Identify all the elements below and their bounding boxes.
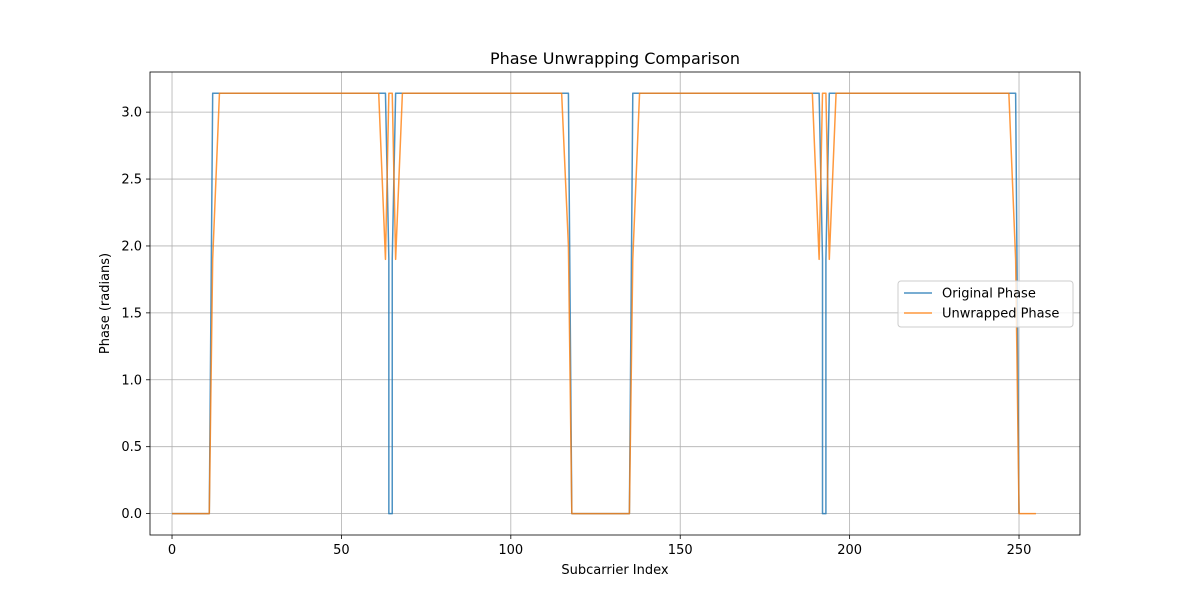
legend-label: Unwrapped Phase bbox=[942, 307, 1059, 322]
legend-box bbox=[897, 280, 1074, 328]
legend-label: Original Phase bbox=[942, 287, 1036, 302]
y-axis-label: Phase (radians) bbox=[98, 253, 113, 354]
y-tick-label: 0.5 bbox=[121, 440, 142, 455]
x-tick-label: 0 bbox=[168, 543, 176, 558]
y-tick-label: 2.0 bbox=[121, 239, 142, 254]
x-tick-label: 50 bbox=[333, 543, 350, 558]
y-tick-label: 1.5 bbox=[121, 306, 142, 321]
series-layer bbox=[172, 92, 1036, 515]
y-tick-label: 0.0 bbox=[121, 507, 142, 522]
legend: Original Phase Unwrapped Phase bbox=[897, 280, 1074, 328]
y-tick-label: 3.0 bbox=[121, 106, 142, 121]
chart-title: Phase Unwrapping Comparison bbox=[490, 49, 740, 68]
y-tick-label: 2.5 bbox=[121, 173, 142, 188]
x-tick-label: 100 bbox=[498, 543, 523, 558]
x-tick-label: 250 bbox=[1007, 543, 1032, 558]
tick-layer: 0 50 100 150 200 250 0.0 0.5 1.0 1.5 2.0 2.5 3.0 bbox=[121, 106, 1031, 558]
y-tick-label: 1.0 bbox=[121, 373, 142, 388]
x-axis-label: Subcarrier Index bbox=[561, 563, 668, 578]
x-tick-label: 200 bbox=[837, 543, 862, 558]
series-line-unwrapped-phase bbox=[172, 92, 1036, 515]
x-tick-label: 150 bbox=[668, 543, 693, 558]
plot-area-frame bbox=[149, 71, 1081, 536]
